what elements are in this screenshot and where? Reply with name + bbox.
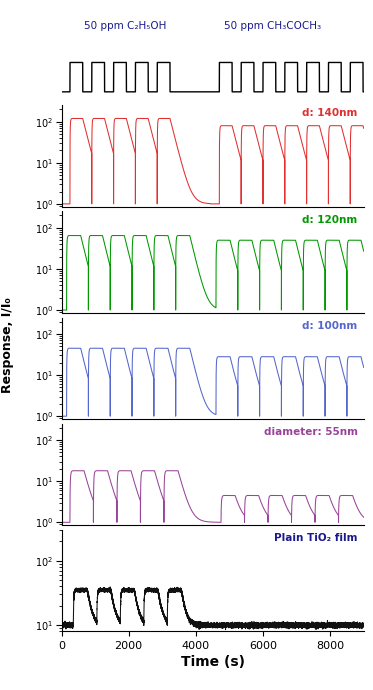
Text: d: 120nm: d: 120nm <box>303 215 358 224</box>
Text: d: 100nm: d: 100nm <box>303 321 358 331</box>
Text: diameter: 55nm: diameter: 55nm <box>264 427 358 437</box>
Text: 50 ppm CH₃COCH₃: 50 ppm CH₃COCH₃ <box>225 21 322 31</box>
Text: 50 ppm C₂H₅OH: 50 ppm C₂H₅OH <box>84 21 166 31</box>
X-axis label: Time (s): Time (s) <box>181 656 245 669</box>
Text: d: 140nm: d: 140nm <box>302 108 358 119</box>
Text: Plain TiO₂ film: Plain TiO₂ film <box>274 533 358 543</box>
Text: Response, I/I₀: Response, I/I₀ <box>1 297 14 393</box>
